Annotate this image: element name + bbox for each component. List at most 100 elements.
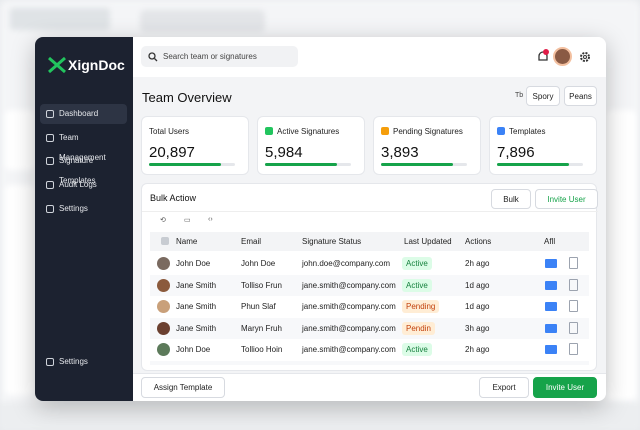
filter-button[interactable]: Spory [526, 86, 560, 106]
avatar [157, 300, 170, 313]
folder-icon[interactable] [545, 302, 557, 311]
stat-value: 5,984 [265, 144, 303, 161]
avatar[interactable] [553, 47, 572, 66]
column-header: Signature Status [302, 237, 362, 246]
cell: Tollioo Hoin [241, 345, 283, 354]
table-row[interactable]: John Doe Tollioo Hoin jane.smith@company.c… [150, 339, 589, 360]
page-title: Team Overview [142, 90, 232, 105]
cell: John Doe [176, 345, 211, 354]
table-header: Name Email Signature Status Last Updated Act… [150, 232, 589, 251]
cell: 1d ago [465, 302, 490, 311]
cell: Jane Smith [176, 302, 217, 311]
invite-user-button[interactable]: Invite User [533, 377, 597, 398]
doc-icon[interactable] [569, 257, 578, 269]
nav-item[interactable]: Team Management [40, 128, 127, 162]
assign-button[interactable]: Assign Template [141, 377, 225, 398]
toolbar: ⟲ ▭ ‹› [142, 211, 598, 229]
avatar [157, 343, 170, 356]
stat-label: Total Users [149, 127, 190, 136]
app-window: XignDoc Dashboard Team Management Signatur… [35, 37, 606, 401]
bulk-button[interactable]: Bulk [491, 189, 531, 209]
cell: Maryn Fruh [241, 323, 282, 333]
cell: 2h ago [465, 345, 490, 354]
table-card: Bulk Actiow Bulk Invite User ⟲ ▭ ‹› Name Em… [141, 183, 598, 371]
status-badge: Pending [402, 300, 440, 313]
stat-label: Active Signatures [277, 127, 340, 136]
column-header: Last Updated [404, 237, 452, 246]
cell: Phun Slaf [241, 302, 276, 311]
stat-label: Templates [509, 127, 546, 136]
nav-item[interactable]: Dashboard [40, 104, 127, 124]
progress-bar [381, 163, 453, 166]
cell: 3h ago [465, 323, 490, 333]
cell: john.doe@company.com [302, 259, 391, 268]
cell: jane.smith@company.com [302, 302, 396, 311]
status-badge: Active [402, 257, 432, 270]
stat-label: Pending Signatures [393, 127, 463, 136]
doc-icon[interactable] [569, 278, 578, 291]
stat-card: Total Users 20,897 [141, 116, 249, 175]
stat-value: 3,893 [381, 144, 419, 161]
cell: jane.smith@company.com [302, 280, 396, 290]
doc-icon[interactable] [569, 343, 578, 355]
invite-button[interactable]: Invite User [535, 189, 598, 209]
table-row[interactable]: John DoeRean Roomjane.smith@company.comP… [150, 360, 589, 365]
avatar [157, 278, 170, 292]
nav-settings[interactable]: Settings [40, 352, 127, 372]
table-row[interactable]: Jane Smith Maryn Fruh jane.smith@company.c… [150, 317, 589, 339]
cell: jane.smith@company.com [302, 345, 396, 354]
folder-icon[interactable] [545, 323, 557, 333]
bell[interactable] [535, 49, 551, 65]
logo-icon [48, 56, 66, 74]
avatar [157, 257, 170, 270]
table-row[interactable]: Jane Smith Tollisо Frun jane.smith@company… [150, 274, 589, 296]
stat-value: 20,897 [149, 144, 195, 161]
stat-value: 7,896 [497, 144, 535, 161]
table-title: Bulk Actiow [150, 193, 197, 203]
table-row[interactable]: Jane Smith Phun Slaf jane.smith@company.co… [150, 296, 589, 317]
avatar [157, 321, 170, 335]
footer: Assign Template Export Invite User [133, 373, 606, 401]
doc-icon[interactable] [569, 321, 578, 334]
column-header: Afll [544, 237, 556, 246]
table-row[interactable]: John Doe John Doe john.doe@company.com Acti… [150, 253, 589, 274]
stat-icon [497, 127, 505, 135]
progress-bar [149, 163, 221, 166]
search-placeholder: Search team or signatures [163, 52, 257, 61]
topbar: Search team or signatures [133, 37, 606, 77]
status-badge: Active [402, 343, 432, 356]
cell: Jane Smith [176, 323, 217, 333]
stat-card: Pending Signatures 3,893 [373, 116, 481, 175]
cell: John Doe [241, 259, 276, 268]
cell: jane.smith@company.com [302, 323, 396, 333]
folder-icon[interactable] [545, 280, 557, 290]
progress-bar [497, 163, 569, 166]
nav-item[interactable]: Signature Templates [40, 151, 127, 185]
filter-button[interactable]: Peans [564, 86, 597, 106]
doc-icon[interactable] [569, 300, 578, 312]
nav-item[interactable]: Settings [40, 199, 127, 219]
folder-icon[interactable] [545, 345, 557, 354]
filter-label: Tb [515, 92, 524, 99]
cell: 2h ago [465, 259, 490, 268]
nav-item[interactable]: Audit Logs [40, 175, 127, 195]
status-badge: Pendin [402, 321, 435, 335]
cell: 1d ago [465, 280, 490, 290]
cell: John Doe [176, 259, 211, 268]
progress-bar [265, 163, 337, 166]
column-header: Actions [465, 237, 492, 246]
column-header: Email [241, 237, 262, 246]
stat-icon [381, 127, 389, 135]
folder-icon[interactable] [545, 259, 557, 268]
cell: Tollisо Frun [241, 280, 282, 290]
status-badge: Active [402, 278, 432, 292]
column-header: Name [176, 237, 198, 246]
export-button[interactable]: Export [479, 377, 529, 398]
brand: XignDoc [68, 57, 125, 73]
stat-icon [265, 127, 273, 135]
search-box[interactable]: Search team or signatures [141, 46, 298, 67]
gear[interactable] [579, 51, 591, 63]
cell: Jane Smith [176, 280, 217, 290]
sidebar: XignDoc Dashboard Team Management Signatur… [35, 37, 133, 401]
